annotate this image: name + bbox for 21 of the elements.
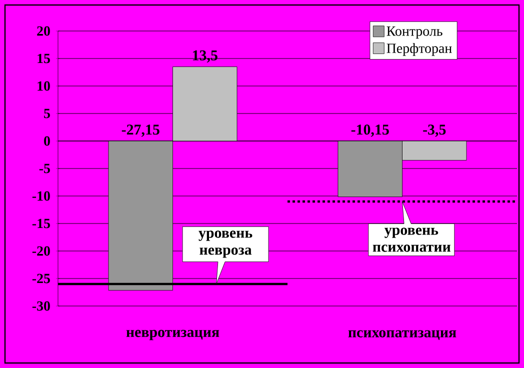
y-tick-label: 20 xyxy=(37,26,50,36)
ref-line-label: уровень психопатии xyxy=(372,228,451,252)
data-label: 13,5 xyxy=(193,50,218,63)
y-tick-label: -20 xyxy=(32,246,50,256)
x-tick-label: невротизация xyxy=(126,330,220,340)
data-label: -27,15 xyxy=(122,124,160,137)
y-tick-label: 5 xyxy=(44,108,50,118)
y-tick-label: -25 xyxy=(32,274,50,284)
y-tick-label: -15 xyxy=(32,218,50,228)
y-tick-label: 10 xyxy=(38,81,50,91)
y-tick-label: -5 xyxy=(39,164,50,174)
ref-line-label: уровень невроза xyxy=(198,230,252,258)
y-tick-label: -30 xyxy=(32,301,50,311)
legend-label: Перфторан xyxy=(386,43,452,56)
legend-label: Контроль xyxy=(386,26,442,39)
y-tick-label: 15 xyxy=(38,54,50,64)
data-label: -3,5 xyxy=(423,124,446,137)
y-tick-label: 0 xyxy=(44,136,50,146)
data-label: -10,15 xyxy=(351,124,389,137)
y-tick-label: -10 xyxy=(32,191,50,201)
x-tick-label: психопатизация xyxy=(348,330,456,340)
